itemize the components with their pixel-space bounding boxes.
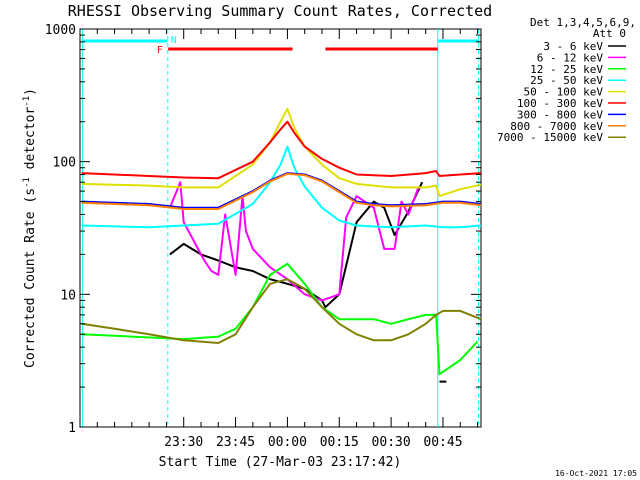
x-tick-label: 23:30 [164, 435, 203, 450]
status-label-f: F [157, 45, 163, 56]
series-line-2 [81, 262, 479, 376]
series-line-1 [168, 181, 420, 302]
y-axis-label-end: ) [23, 88, 38, 96]
x-axis-ticks: 23:30 23:45 00:00 00:15 00:30 00:45 [96, 29, 479, 450]
x-tick-label: 00:30 [372, 435, 411, 450]
legend-label: 12 - 25 keV [530, 63, 603, 76]
series-line-7 [81, 172, 482, 210]
legend-label: 50 - 100 keV [524, 86, 604, 99]
legend-label: 300 - 800 keV [517, 108, 603, 121]
x-tick-label: 00:15 [320, 435, 359, 450]
chart-title: RHESSI Observing Summary Count Rates, Co… [68, 2, 492, 20]
y-tick-label: 1000 [45, 23, 76, 38]
y-axis-label-main: Corrected Count Rate (s [23, 188, 38, 368]
series-line-8 [81, 278, 482, 344]
status-label-n: N [171, 35, 177, 46]
y-axis-ticks: 1 10 100 1000 [45, 23, 481, 436]
y-tick-label: 1 [68, 421, 76, 436]
plot-frame [79, 28, 482, 428]
y-tick-label: 10 [60, 288, 76, 303]
x-tick-label: 23:45 [216, 435, 255, 450]
legend-label: 6 - 12 keV [537, 51, 604, 64]
legend-label: 800 - 7000 keV [510, 120, 603, 133]
legend-header-line-2: Att 0 [593, 27, 626, 40]
legend-label: 25 - 50 keV [530, 74, 603, 87]
status-bars: NF [81, 35, 480, 56]
x-axis-label: Start Time (27-Mar-03 23:17:42) [159, 455, 402, 470]
legend-label: 3 - 6 keV [543, 40, 603, 53]
y-axis-label-sup2: -1 [22, 96, 32, 107]
legend-header-line-1: Det 1,3,4,5,6,9, [530, 16, 636, 29]
y-axis-label-sup1: -1 [22, 177, 32, 188]
x-tick-label: 00:00 [268, 435, 307, 450]
footer-timestamp: 16-Oct-2021 17:05 [555, 469, 637, 478]
y-axis-label-mid: detector [23, 107, 38, 178]
legend-label: 100 - 300 keV [517, 97, 603, 110]
observing-interval-lines [81, 29, 480, 427]
series-lines [81, 107, 482, 383]
x-tick-label: 00:45 [423, 435, 462, 450]
legend-label: 7000 - 15000 keV [497, 131, 603, 144]
series-line-3 [81, 145, 482, 229]
series-line-5 [81, 120, 482, 180]
y-tick-label: 100 [53, 156, 76, 171]
y-axis-label: Corrected Count Rate (s-1 detector-1) [22, 88, 38, 368]
